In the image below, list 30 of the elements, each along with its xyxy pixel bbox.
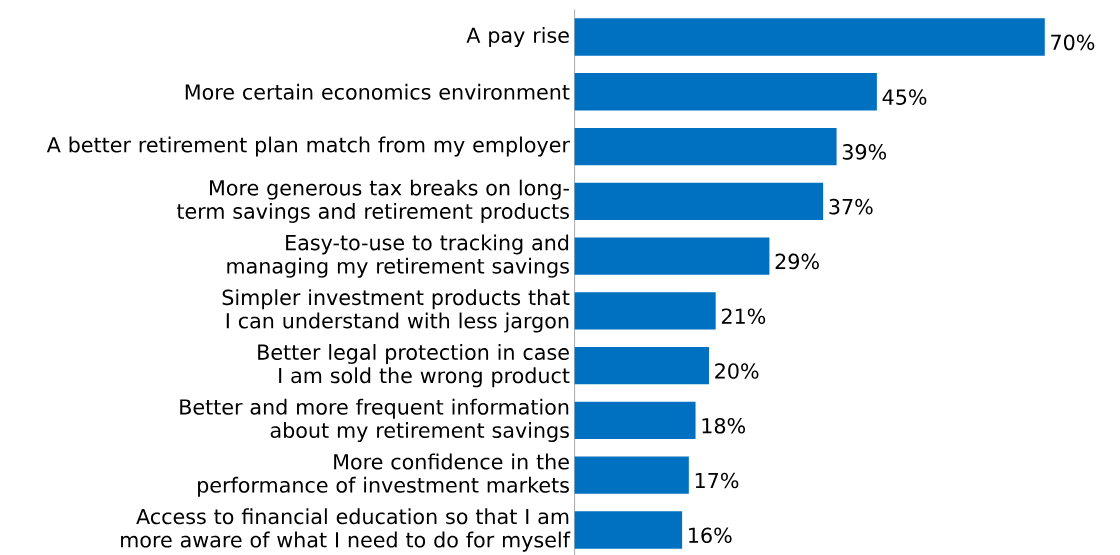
data-label: 21% [721,308,766,325]
y-tick-label: Better and more frequent information about my retirement savings [180,398,569,443]
y-tick-label: A pay rise [466,27,569,48]
y-tick-label: Simpler investment products that I can understand with less jargon [222,289,570,333]
data-label: 17% [695,472,739,489]
bar [574,511,683,549]
y-tick-label: Access to financial education so that I am more aware of what I need to do for myself [121,508,571,552]
data-label: 16% [689,527,732,544]
data-label: 18% [702,417,746,434]
bar [574,456,689,494]
data-label: 20% [715,363,759,379]
y-tick-label: More certain economics environment [185,83,570,100]
data-label: 29% [775,253,819,270]
data-label: 37% [829,198,873,215]
y-tick-label: Better legal protection in case I am sold the wrong product [258,344,570,388]
bar [574,127,837,166]
bar [574,73,877,111]
bar [574,292,716,330]
data-label: 39% [842,144,887,160]
bar [574,18,1045,56]
bar [574,347,709,385]
data-label: 70% [1051,34,1095,51]
y-tick-label: More confidence in the performance of investment markets [198,453,569,497]
data-label: 45% [882,89,927,105]
y-tick-label: A better retirement plan match from my employer [46,136,570,157]
bar [574,182,824,221]
y-tick-label: More generous tax breaks on long-term savings and retirement products [176,179,569,224]
bar [574,237,770,275]
y-tick-label: Easy-to-use to tracking and managing my retirement savings [227,234,569,278]
bar [574,401,696,440]
